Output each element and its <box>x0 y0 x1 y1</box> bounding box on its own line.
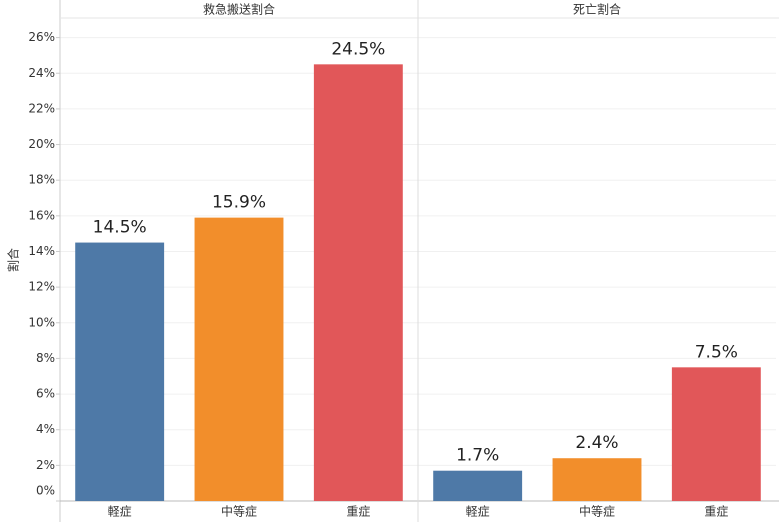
value-label: 2.4% <box>575 433 618 453</box>
y-tick-label: 24% <box>28 66 55 80</box>
y-tick-label: 14% <box>28 244 55 258</box>
y-tick-label: 0% <box>36 484 55 498</box>
facet-title: 救急搬送割合 <box>203 2 275 17</box>
y-tick-label: 6% <box>36 387 55 401</box>
y-tick-label: 2% <box>36 458 55 472</box>
bar <box>433 470 523 501</box>
value-label: 24.5% <box>331 39 385 59</box>
bar <box>671 367 761 501</box>
y-tick-label: 10% <box>28 315 55 329</box>
value-label: 1.7% <box>456 446 499 466</box>
x-tick-label: 軽症 <box>466 504 490 519</box>
y-tick-label: 18% <box>28 173 55 187</box>
x-tick-label: 中等症 <box>221 504 257 519</box>
y-tick-label: 22% <box>28 101 55 115</box>
y-tick-label: 12% <box>28 280 55 294</box>
y-tick-label: 26% <box>28 30 55 44</box>
value-label: 14.5% <box>93 218 147 238</box>
y-tick-label: 4% <box>36 422 55 436</box>
x-tick-label: 重症 <box>346 504 370 519</box>
x-tick-label: 軽症 <box>108 504 132 519</box>
facet-title: 死亡割合 <box>573 2 621 17</box>
value-label: 7.5% <box>695 342 738 362</box>
y-tick-label: 16% <box>28 208 55 222</box>
x-tick-label: 中等症 <box>579 504 615 519</box>
y-tick-label: 8% <box>36 351 55 365</box>
bar <box>75 242 165 501</box>
bar <box>552 458 642 501</box>
value-label: 15.9% <box>212 193 266 213</box>
y-tick-label: 20% <box>28 137 55 151</box>
bar <box>194 217 284 501</box>
x-tick-label: 重症 <box>704 504 728 519</box>
y-axis-label: 割合 <box>6 248 21 272</box>
bar <box>313 64 403 502</box>
